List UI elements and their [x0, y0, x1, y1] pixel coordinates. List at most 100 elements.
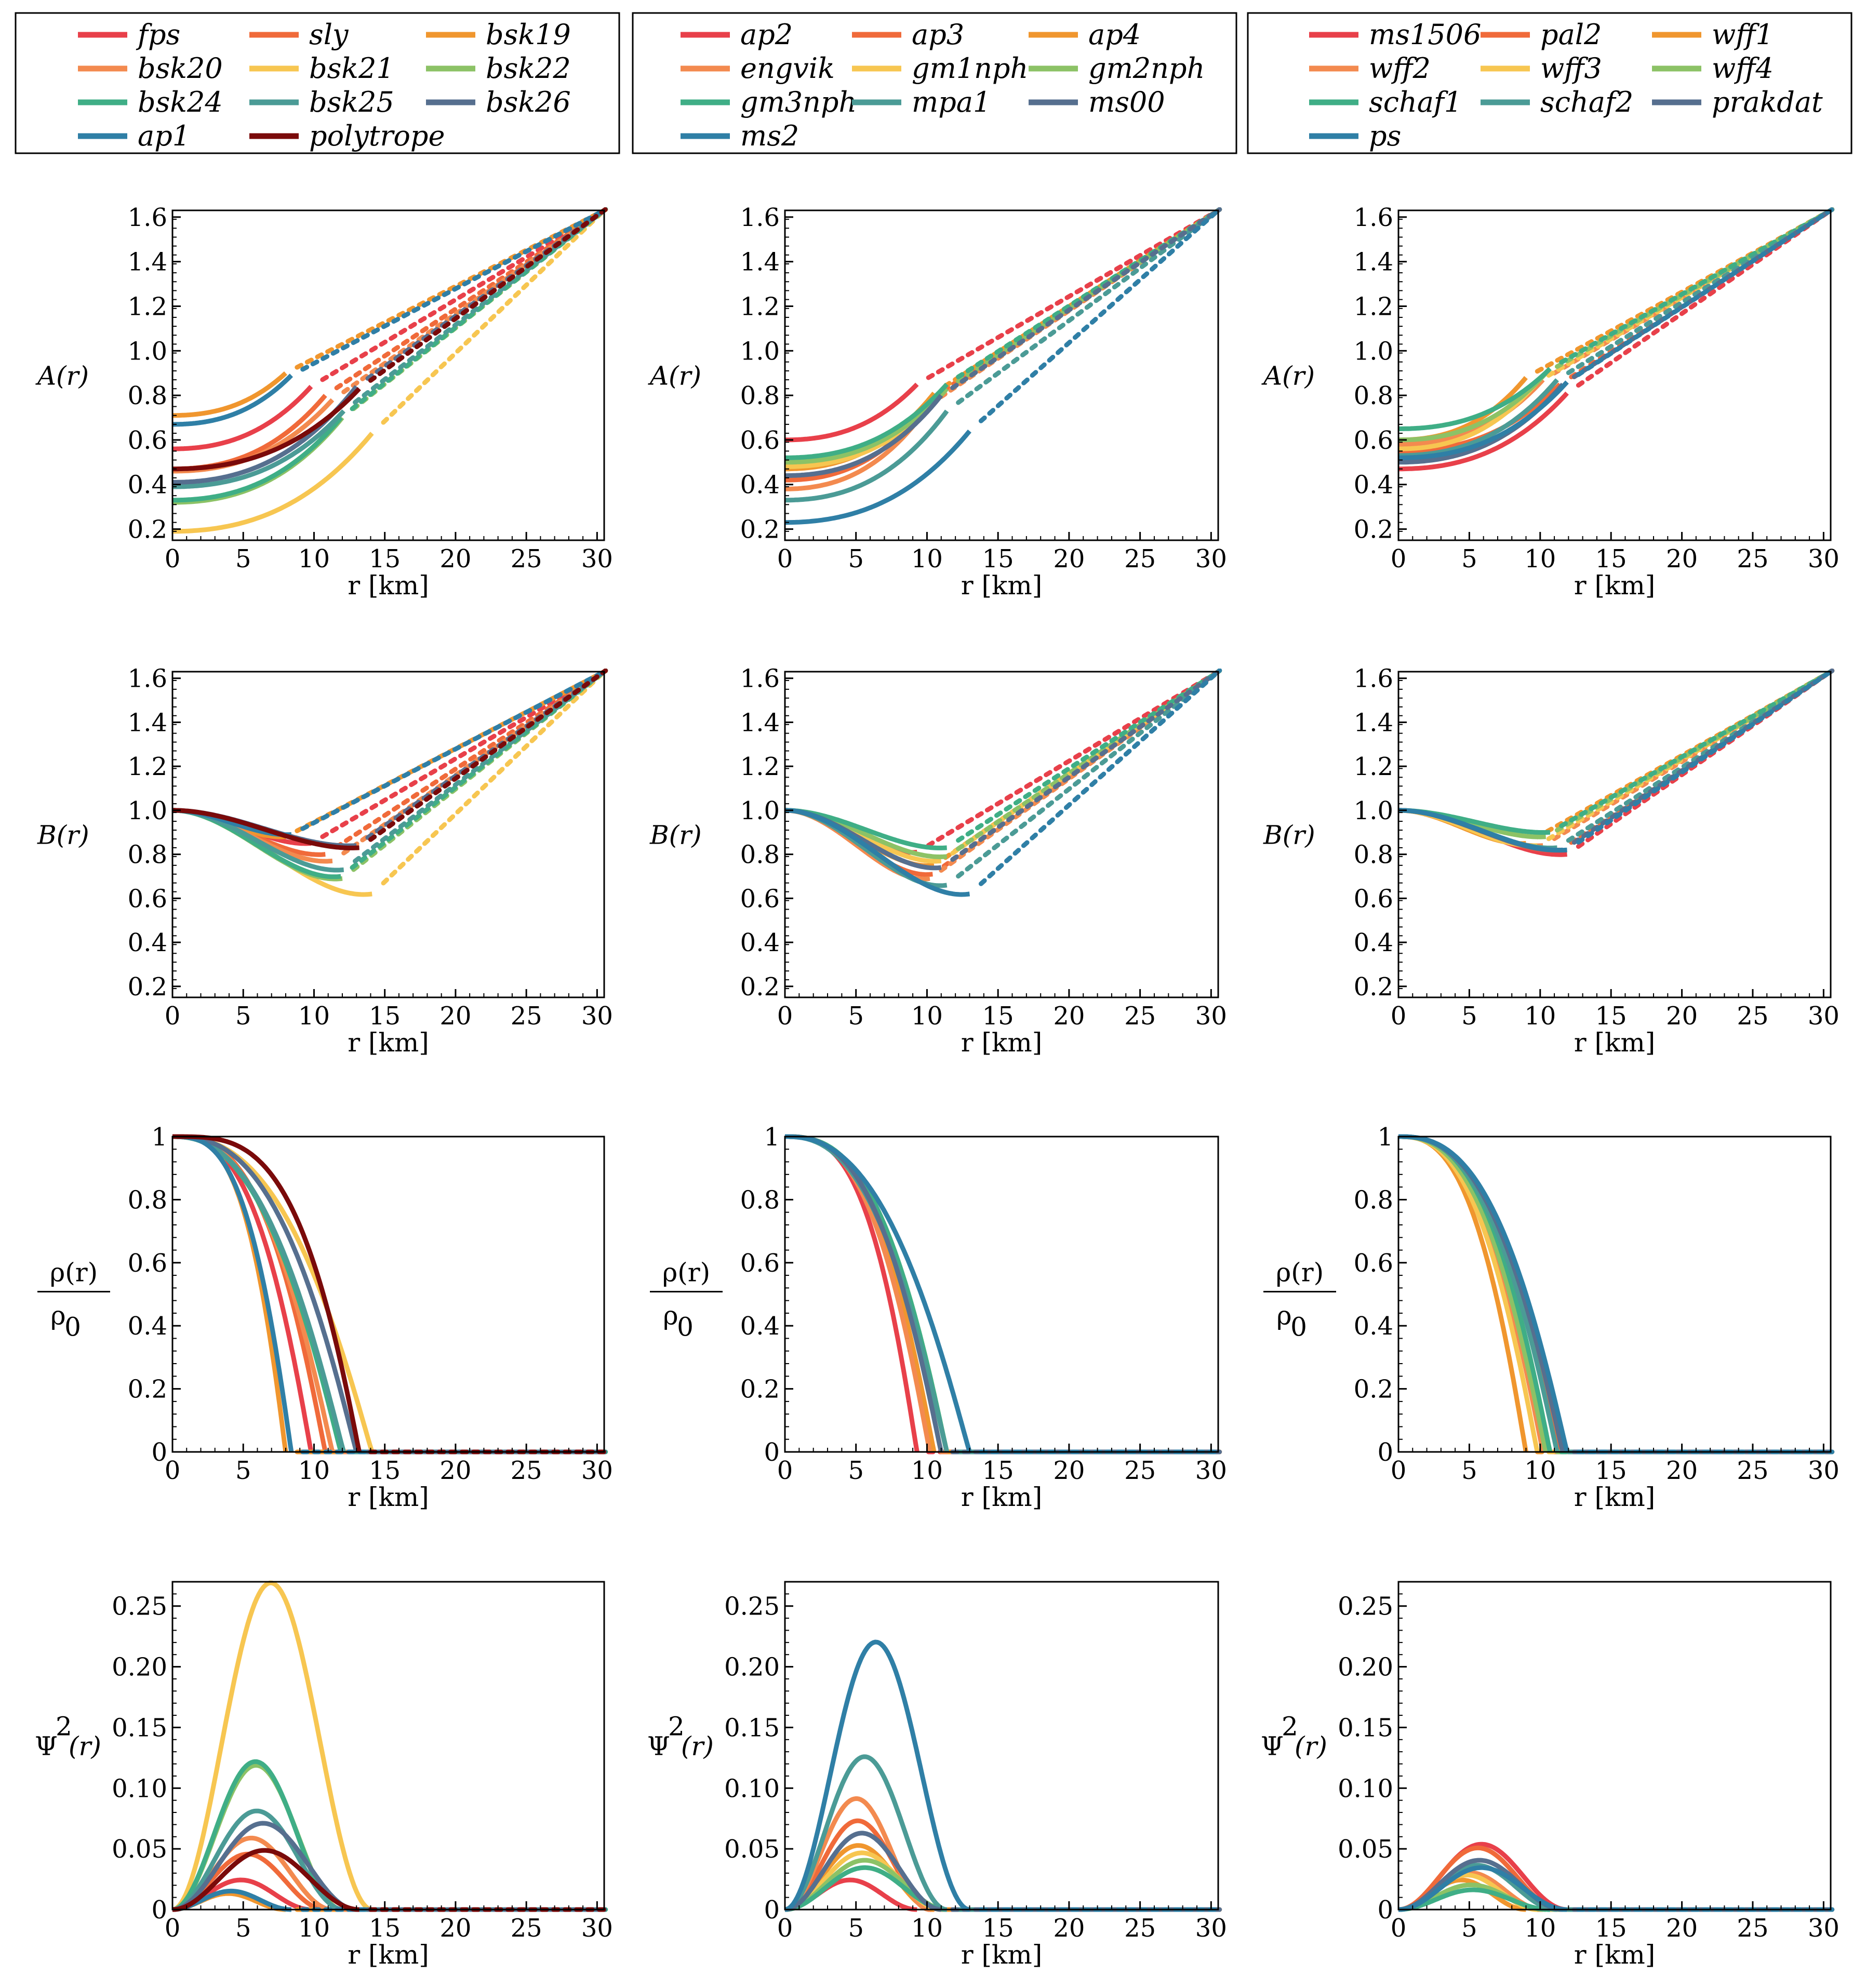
x-tick-label: 10: [1524, 1002, 1556, 1031]
x-tick-label: 15: [982, 544, 1014, 573]
series-mpa1: [785, 409, 949, 503]
curves: [172, 669, 608, 897]
x-tick-label: 20: [1053, 1914, 1085, 1943]
x-tick-label: 15: [1595, 1002, 1627, 1031]
y-tick-label: 1.4: [128, 248, 167, 277]
y-tick-label: 1: [1377, 1123, 1393, 1152]
y-tick-label: 1.4: [1354, 708, 1393, 737]
y-tick-label: 1.4: [740, 708, 780, 737]
x-tick-label: 30: [581, 1914, 613, 1943]
x-tick-label: 0: [165, 1002, 181, 1031]
y-tick-label: 0: [764, 1438, 780, 1467]
y-tick-label: 0: [1377, 1438, 1393, 1467]
y-tick-label: 1.0: [128, 796, 167, 825]
series-polytrope: [172, 387, 361, 472]
series-ap1-exterior: [300, 207, 608, 372]
x-tick-label: 30: [1195, 1002, 1227, 1031]
y-tick-label: 1.0: [740, 337, 780, 366]
panel-psi-col3: 0 5 10 15 20 25 30 0 0.05 0.10 0.15 0.20 0.25 r [km] Ψ…: [1261, 1581, 1840, 1970]
x-tick-label: 0: [1391, 544, 1407, 573]
x-tick-label: 25: [511, 1456, 542, 1485]
y-tick-label: 0.4: [740, 1312, 780, 1341]
series-schaf1: [1398, 1887, 1551, 1912]
panel-psi-col2: 0 5 10 15 20 25 30 0 0.05 0.10 0.15 0.20 0.25 r [km] Ψ…: [647, 1581, 1227, 1970]
series-ap1: [172, 373, 294, 427]
legend-label-mpa1: mpa1: [912, 86, 991, 118]
y-tick-label: 0.6: [740, 426, 780, 455]
y-axis-label: ρ(r) ρ0: [1263, 1258, 1336, 1342]
legend-label-pal2: pal2: [1540, 18, 1602, 51]
x-tick-label: 25: [1124, 1002, 1156, 1031]
y-label-denominator: ρ: [1276, 1301, 1291, 1331]
axes-frame: [1397, 1136, 1832, 1453]
y-label-psi: Ψ: [647, 1731, 670, 1762]
x-axis-label: r [km]: [961, 1028, 1043, 1058]
x-axis-label: r [km]: [348, 1482, 429, 1512]
x-axis-label: r [km]: [348, 1028, 429, 1058]
y-tick-label: 0.2: [128, 515, 167, 544]
series-bsk19: [172, 371, 287, 418]
y-tick-label: 0.10: [724, 1774, 780, 1803]
y-label-superscript: 2: [1282, 1712, 1298, 1742]
x-tick-label: 0: [165, 1456, 181, 1485]
y-tick-label: 1.0: [128, 337, 167, 366]
x-tick-label: 30: [1195, 544, 1227, 573]
x-axis-label: r [km]: [1574, 1482, 1656, 1512]
legend-label-bsk24: bsk24: [138, 86, 223, 118]
x-tick-label: 10: [298, 544, 330, 573]
panel-A-col1: 0 5 10 15 20 25 30 0.2 0.4 0.6 0.8 1.0 1.2 1.4 1.6 r [k…: [35, 203, 613, 601]
series-wff2-exterior: [1552, 669, 1835, 841]
legend-label-prakdat: prakdat: [1712, 86, 1823, 118]
y-label-subscript: 0: [1290, 1312, 1307, 1342]
x-tick-label: 5: [848, 1456, 864, 1485]
series-ms00: [785, 1831, 942, 1912]
x-tick-label: 5: [1461, 1456, 1477, 1485]
series-ap2-exterior: [926, 669, 1222, 848]
y-tick-label: 1.2: [128, 752, 167, 781]
y-tick-label: 1: [764, 1123, 780, 1152]
series-bsk24: [172, 416, 343, 503]
x-tick-label: 20: [439, 1456, 471, 1485]
x-tick-label: 5: [848, 1914, 864, 1943]
y-label-denominator: ρ: [663, 1301, 678, 1331]
series-bsk25-exterior: [353, 669, 608, 864]
x-tick-label: 25: [1124, 544, 1156, 573]
y-tick-label: 0.6: [1354, 1249, 1393, 1278]
y-tick-label: 1.6: [128, 203, 167, 232]
y-tick-label: 1.2: [740, 752, 780, 781]
series-ps-exterior: [1576, 669, 1835, 845]
series-ms00-exterior: [950, 669, 1222, 862]
axes-frame: [784, 671, 1219, 998]
series-mpa1-exterior: [956, 669, 1222, 879]
y-tick-label: 0.4: [1354, 471, 1393, 500]
y-tick-label: 0.4: [740, 471, 780, 500]
x-tick-label: 10: [298, 1002, 330, 1031]
y-axis-label: Ψ2(r): [1261, 1712, 1327, 1762]
series-wff4: [1398, 371, 1548, 443]
legend-label-ap2: ap2: [740, 18, 793, 51]
y-tick-label: 1.2: [1354, 752, 1393, 781]
y-tick-label: 0.2: [1354, 515, 1393, 544]
legend-frame: [632, 12, 1237, 154]
y-axis-label: A(r): [1261, 361, 1315, 391]
y-tick-label: 0.05: [1338, 1835, 1393, 1864]
x-tick-label: 20: [439, 1002, 471, 1031]
series-mpa1: [785, 1754, 948, 1912]
legend-label-fps: fps: [136, 18, 180, 51]
curves: [172, 207, 608, 534]
y-tick-label: 0.6: [128, 884, 167, 913]
x-tick-label: 30: [581, 1456, 613, 1485]
series-bsk26: [172, 1821, 357, 1912]
axes-frame: [784, 1581, 1219, 1911]
y-tick-label: 0.6: [1354, 426, 1393, 455]
y-tick-label: 0.6: [740, 1249, 780, 1278]
curves: [1398, 1134, 1835, 1455]
x-tick-label: 30: [581, 1002, 613, 1031]
x-axis-label: r [km]: [961, 570, 1043, 601]
x-tick-label: 20: [1053, 1002, 1085, 1031]
curves: [172, 1134, 608, 1455]
series-ms2: [785, 429, 971, 525]
x-tick-label: 0: [1391, 1456, 1407, 1485]
axes-frame: [1397, 1581, 1832, 1911]
